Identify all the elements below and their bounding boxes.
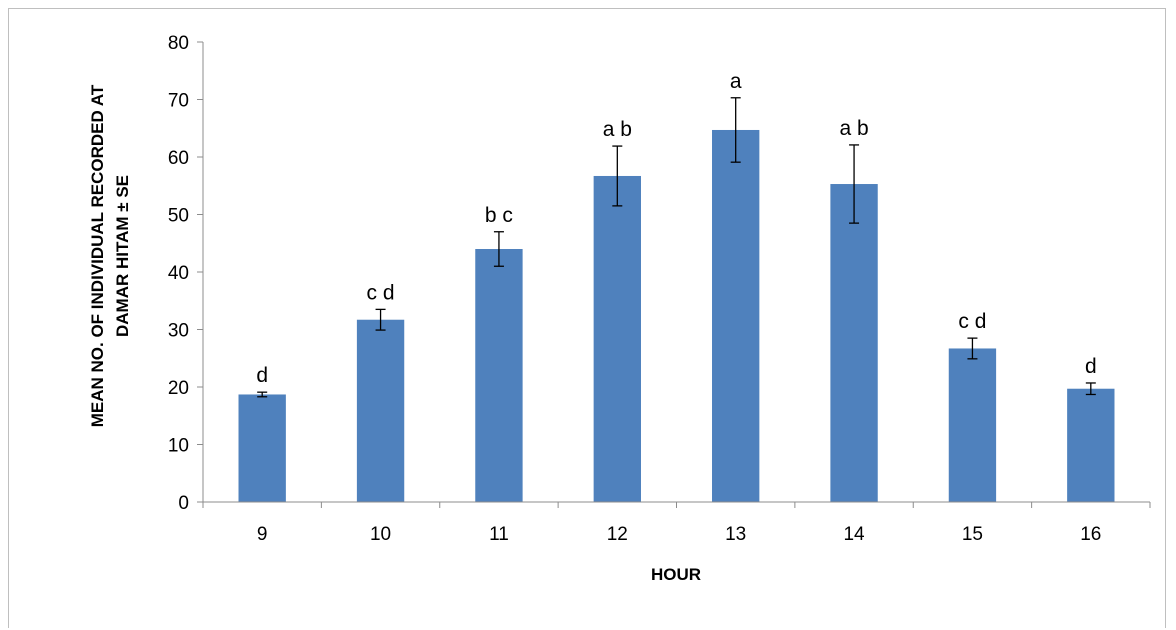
x-tick-label: 14 — [843, 524, 865, 545]
chart-frame — [8, 8, 1166, 628]
x-tick-label: 11 — [489, 524, 509, 545]
bar — [356, 319, 405, 502]
y-tick-label: 30 — [168, 321, 189, 342]
y-tick-label: 10 — [168, 436, 189, 457]
bars: d c d b c a b a a b c d d — [238, 70, 1115, 502]
bar — [238, 394, 286, 502]
y-tick-label: 40 — [168, 263, 189, 284]
y-tick-label: 80 — [168, 33, 189, 54]
x-tick-label: 12 — [607, 524, 628, 545]
significance-label: c d — [958, 310, 986, 333]
y-axis-title-line-2: DAMAR HITAM ± SE — [113, 175, 132, 337]
significance-label: d — [1085, 355, 1097, 378]
y-axis-title: MEAN NO. OF INDIVIDUAL RECORDED AT DAMAR… — [88, 84, 132, 427]
x-tick-label: 16 — [1080, 524, 1101, 545]
y-tick-label: 20 — [168, 378, 189, 399]
significance-label: a b — [603, 118, 632, 141]
y-tick-label: 50 — [168, 206, 189, 227]
bar — [712, 129, 760, 502]
bar — [830, 184, 878, 502]
significance-label: b c — [485, 204, 513, 227]
bar — [475, 249, 523, 502]
y-axis: 0 10 20 30 40 50 60 70 80 — [168, 33, 204, 514]
y-tick-label: 70 — [168, 91, 189, 112]
bar — [593, 175, 641, 502]
x-tick-label: 9 — [257, 524, 268, 545]
x-tick-label: 13 — [725, 524, 746, 545]
x-tick-label: 15 — [962, 524, 983, 545]
significance-label: c d — [367, 281, 395, 304]
y-axis-title-line-1: MEAN NO. OF INDIVIDUAL RECORDED AT — [88, 84, 107, 427]
x-axis: 9 10 11 12 13 14 15 16 — [202, 501, 1151, 545]
significance-label: d — [256, 364, 268, 387]
x-axis-title: HOUR — [651, 565, 701, 584]
y-tick-label: 0 — [178, 493, 189, 514]
bar — [948, 348, 997, 502]
significance-label: a — [730, 70, 742, 93]
significance-label: a b — [839, 117, 868, 140]
bar — [1067, 388, 1115, 502]
x-tick-label: 10 — [370, 524, 391, 545]
y-tick-label: 60 — [168, 148, 189, 169]
